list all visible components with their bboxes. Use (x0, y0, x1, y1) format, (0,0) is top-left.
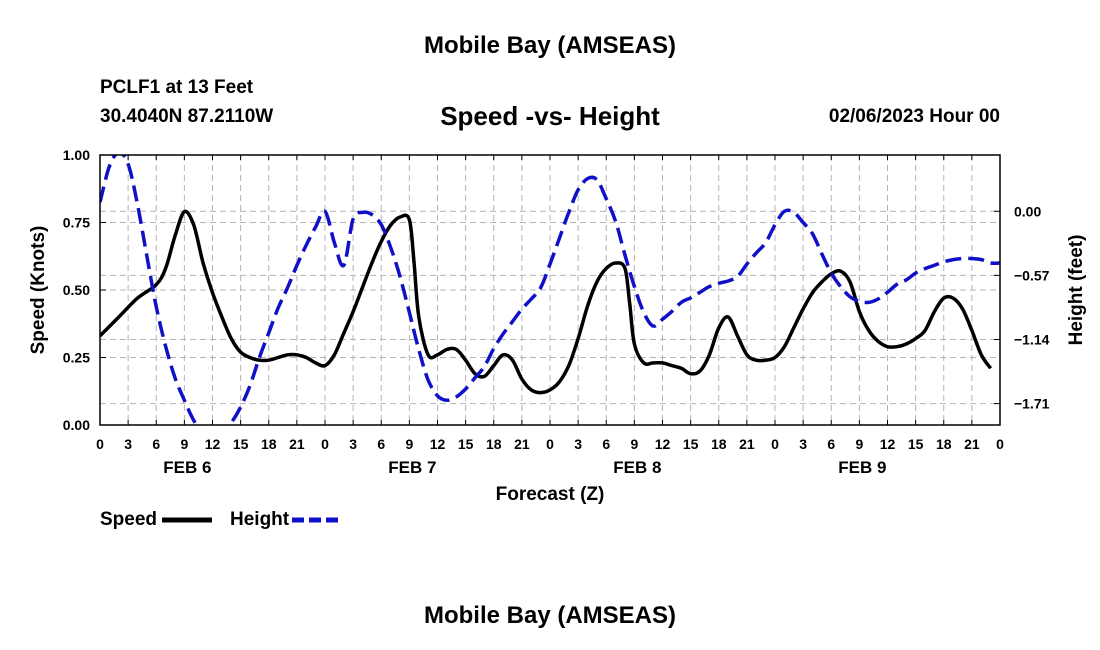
x-tick-label: 6 (152, 436, 160, 452)
forecast-datetime: 02/06/2023 Hour 00 (828, 106, 1000, 127)
day-label: FEB 7 (388, 458, 436, 477)
day-label: FEB 6 (163, 458, 211, 477)
chart-title: Mobile Bay (AMSEAS) (423, 32, 677, 59)
legend-height-label: Height (230, 509, 290, 530)
y2-tick-label: −1.14 (1014, 332, 1050, 348)
y2-tick-label: −0.57 (1014, 267, 1050, 283)
height-series-line (100, 155, 1000, 425)
chart-title-repeat: Mobile Bay (AMSEAS) (423, 602, 677, 629)
x-tick-label: 3 (799, 436, 807, 452)
x-tick-label: 21 (964, 436, 980, 452)
station-coordinates: 30.4040N 87.2110W (100, 106, 274, 127)
x-tick-label: 3 (574, 436, 582, 452)
y2-tick-label: −1.71 (1014, 396, 1050, 412)
grid (100, 155, 1000, 425)
x-tick-label: 12 (205, 436, 221, 452)
speed-series-line (100, 209, 993, 395)
x-tick-label: 18 (936, 436, 952, 452)
x-tick-label: 9 (855, 436, 863, 452)
x-tick-label: 21 (289, 436, 305, 452)
chart-subtitle: Speed -vs- Height (440, 101, 660, 131)
x-tick-label: 3 (124, 436, 132, 452)
x-tick-label: 18 (711, 436, 727, 452)
x-tick-label: 18 (486, 436, 502, 452)
y-tick-label: 0.50 (63, 282, 90, 298)
x-tick-label: 6 (377, 436, 385, 452)
x-tick-label: 0 (771, 436, 779, 452)
legend-speed-label: Speed (100, 509, 157, 530)
y-tick-label: 1.00 (63, 147, 90, 163)
axes-ticks: 0 3 6 9 12 15 18 21 0 3 6 9 12 15 18 21 0 3 6 9 12 15 18 21 0 3 6 9… (63, 147, 1050, 477)
y-axis-label: Speed (Knots) (28, 226, 49, 355)
x-tick-label: 15 (908, 436, 924, 452)
x-tick-label: 12 (430, 436, 446, 452)
x-tick-label: 0 (996, 436, 1004, 452)
x-tick-label: 9 (180, 436, 188, 452)
x-tick-label: 12 (655, 436, 671, 452)
x-tick-label: 15 (233, 436, 249, 452)
x-tick-label: 12 (880, 436, 896, 452)
day-label: FEB 8 (613, 458, 661, 477)
x-tick-label: 9 (630, 436, 638, 452)
x-tick-label: 0 (321, 436, 329, 452)
station-label: PCLF1 at 13 Feet (100, 77, 254, 98)
x-tick-label: 21 (739, 436, 755, 452)
series-layer (100, 155, 1000, 425)
speed-height-chart: 0 3 6 9 12 15 18 21 0 3 6 9 12 15 18 21 0 3 6 9 12 15 18 21 0 3 6 9… (28, 147, 1087, 530)
y-tick-label: 0.00 (63, 417, 90, 433)
x-tick-label: 9 (405, 436, 413, 452)
y-tick-label: 0.25 (63, 350, 90, 366)
x-tick-label: 18 (261, 436, 277, 452)
x-tick-label: 0 (96, 436, 104, 452)
x-tick-label: 15 (458, 436, 474, 452)
x-tick-label: 6 (602, 436, 610, 452)
x-axis-label: Forecast (Z) (496, 484, 605, 505)
x-tick-label: 3 (349, 436, 357, 452)
legend: Speed Height (100, 509, 342, 530)
y-tick-label: 0.75 (63, 215, 90, 231)
x-tick-label: 21 (514, 436, 530, 452)
x-tick-label: 6 (827, 436, 835, 452)
y2-tick-label: 0.00 (1014, 203, 1041, 219)
y2-axis-label: Height (feet) (1066, 235, 1087, 346)
x-tick-label: 15 (683, 436, 699, 452)
x-tick-label: 0 (546, 436, 554, 452)
day-label: FEB 9 (838, 458, 886, 477)
